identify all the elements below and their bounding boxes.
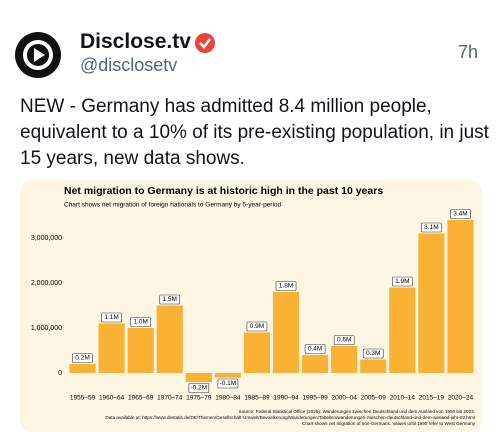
y-tick-label: 1,000,000 — [31, 325, 62, 332]
value-label: 1.8M — [279, 283, 293, 290]
bar — [69, 364, 96, 373]
value-label-box — [159, 294, 181, 305]
bar — [214, 373, 241, 378]
x-tick-label: 2020–24 — [448, 395, 474, 402]
y-tick-label: 3,000,000 — [31, 235, 62, 242]
value-label: -0.2M — [191, 385, 208, 392]
verified-badge — [195, 33, 215, 53]
value-label-box — [101, 312, 122, 323]
source-note: Source: Federal Statistical Office (2025… — [239, 409, 475, 414]
bar — [447, 220, 474, 373]
bar — [331, 346, 358, 373]
bar — [243, 332, 271, 373]
avatar[interactable] — [14, 31, 62, 79]
value-label: 0.6M — [337, 337, 351, 344]
x-tick-label: 1960–64 — [99, 395, 125, 402]
bar — [272, 292, 300, 373]
value-label-box — [333, 335, 355, 345]
bar — [360, 359, 387, 373]
value-label-box — [421, 222, 442, 233]
x-tick-label: 1980–84 — [215, 395, 241, 402]
source-note: Data available at: https://www.destatis.… — [105, 415, 475, 420]
x-tick-label: 1955–59 — [70, 395, 96, 402]
value-label-box — [72, 353, 93, 363]
x-tick-label: 1965–69 — [128, 395, 154, 402]
chart-subtitle: Chart shows net migration of foreign nat… — [64, 202, 282, 209]
tweet-text: NEW - Germany has admitted 8.4 million p… — [20, 96, 489, 169]
y-tick-label: 2,000,000 — [31, 280, 62, 287]
value-label-box — [188, 383, 210, 393]
value-label-box — [217, 378, 239, 389]
bar — [389, 287, 416, 373]
value-label-box — [246, 321, 268, 332]
value-label-box — [392, 276, 413, 287]
value-label: 3.4M — [453, 211, 467, 218]
value-label: 0.4M — [308, 346, 322, 353]
value-label: 1.5M — [163, 296, 177, 303]
x-tick-label: 2005–09 — [361, 395, 387, 402]
value-label-box — [275, 281, 297, 291]
value-label: 1.1M — [104, 314, 118, 321]
value-label: 0.9M — [250, 323, 264, 330]
value-label: 3.1M — [424, 224, 438, 231]
x-tick-label: 2010–14 — [390, 395, 416, 402]
x-tick-label: 2015–19 — [419, 395, 445, 402]
x-tick-label: 1990–94 — [273, 395, 299, 402]
bar — [98, 323, 125, 373]
value-label: -0.1M — [220, 380, 237, 387]
x-tick-label: 1970–74 — [157, 395, 183, 402]
value-label-box — [450, 209, 471, 219]
value-label: 1.9M — [395, 278, 409, 285]
author-handle[interactable]: @disclosetv — [80, 55, 178, 75]
x-tick-label: 2000–04 — [332, 395, 358, 402]
value-label-box — [304, 344, 326, 354]
value-label: 0.2M — [75, 355, 89, 362]
chart[interactable]: Net migration to Germany is at historic … — [20, 180, 482, 432]
bar — [127, 328, 154, 373]
bar — [185, 373, 212, 382]
y-tick-label: 0 — [58, 370, 62, 377]
value-label-box — [362, 348, 384, 359]
source-note: Chart shows net migration of non-Germans… — [302, 421, 476, 426]
value-label: 0.3M — [366, 350, 380, 357]
chart-title: Net migration to Germany is at historic … — [64, 185, 383, 197]
author-name[interactable]: Disclose.tv — [80, 30, 191, 53]
value-label: 1.0M — [133, 319, 147, 326]
timestamp[interactable]: 7h — [457, 42, 478, 62]
x-tick-label: 1975–79 — [186, 395, 212, 402]
bar — [156, 305, 183, 373]
bar — [302, 355, 329, 373]
x-tick-label: 1985–89 — [244, 395, 270, 402]
x-tick-label: 1995–99 — [302, 395, 328, 402]
bar — [418, 233, 445, 373]
value-label-box — [130, 317, 151, 327]
